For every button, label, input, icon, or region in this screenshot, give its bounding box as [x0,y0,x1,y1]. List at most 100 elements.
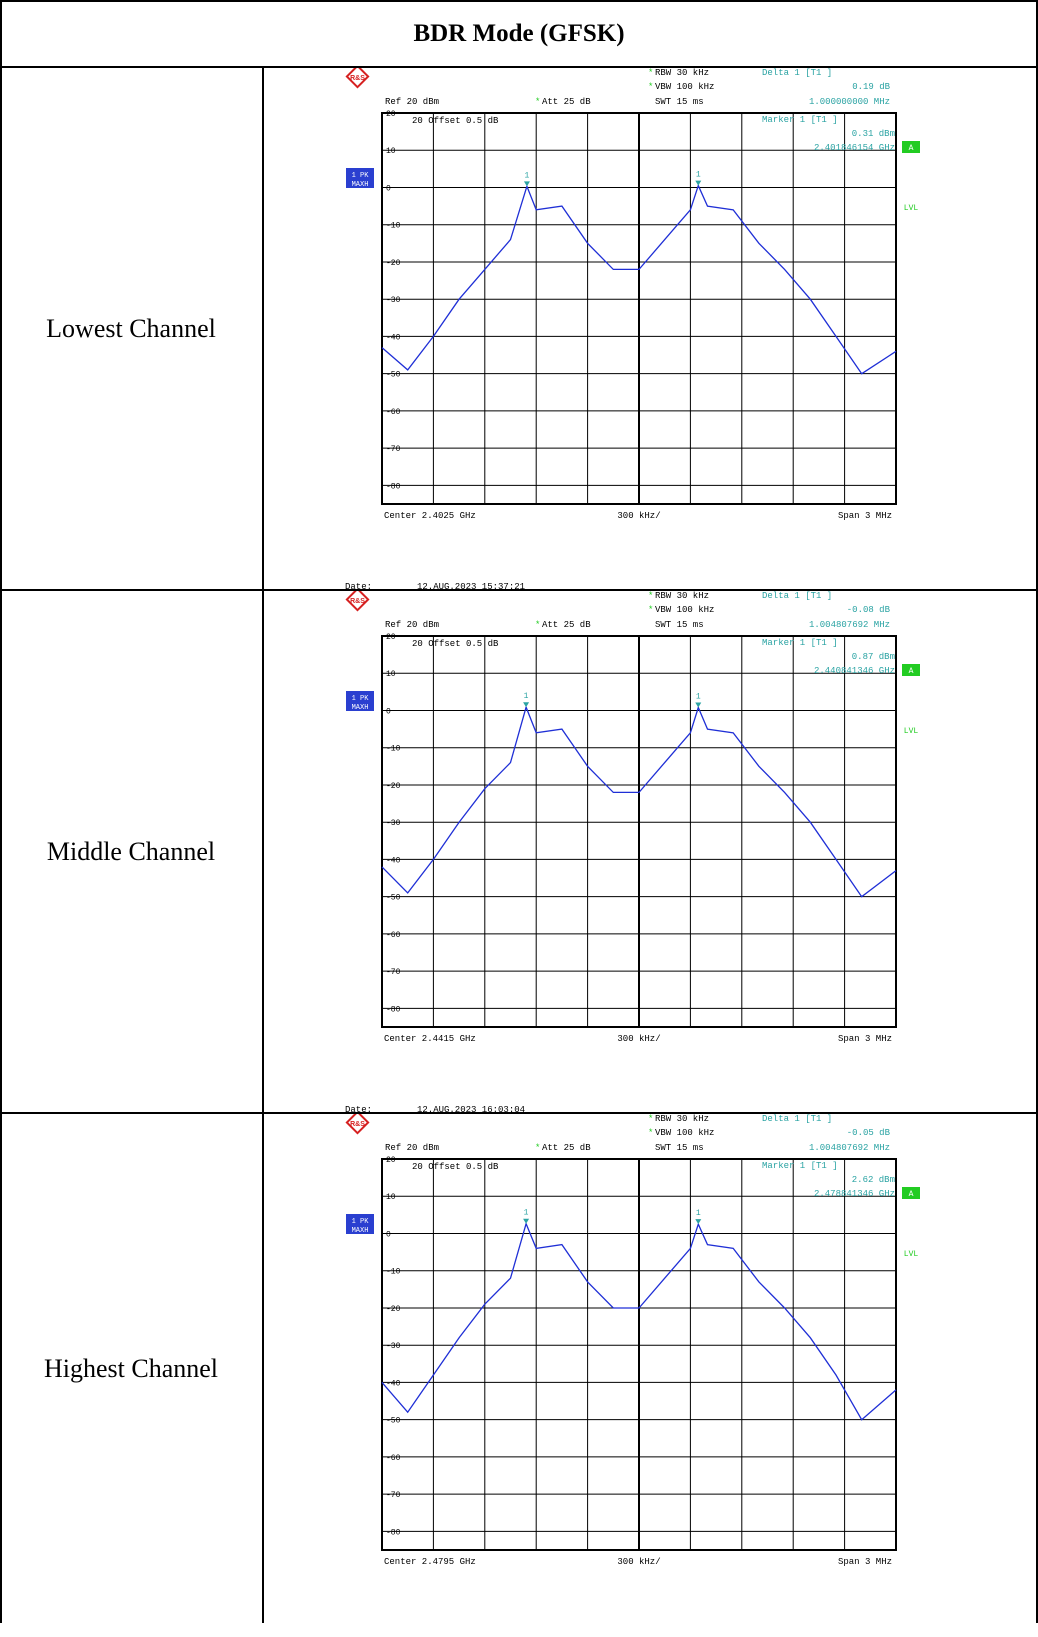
delta-title: Delta 1 [T1 ] [762,591,832,601]
y-tick-label: -10 [386,745,401,754]
marker-number: 1 [696,692,701,701]
y-tick-label: 0 [386,707,391,716]
y-tick-label: 10 [386,147,396,156]
y-tick-label: -50 [386,1417,401,1426]
trace-badge: 1 PK [352,695,370,703]
marker-freq: 2.401846154 GHz [814,143,895,153]
marker-title: Marker 1 [T1 ] [762,1161,838,1171]
marker-dbm: 2.62 dBm [852,1175,895,1185]
mode-badge: MAXH [352,704,369,712]
y-tick-label: -60 [386,931,401,940]
y-tick-label: -30 [386,296,401,305]
date-label: Date: [345,582,372,591]
ref-level: Ref 20 dBm [385,620,439,630]
offset-label: 20 Offset 0.5 dB [412,1162,499,1172]
y-tick-label: 20 [386,1156,396,1165]
y-tick-label: -60 [386,408,401,417]
vbw-setting: VBW 100 kHz [655,605,714,615]
y-tick-label: 0 [386,184,391,193]
y-tick-label: -20 [386,782,401,791]
y-tick-label: -40 [386,856,401,865]
lvl-label: LVL [904,1250,919,1259]
offset-label: 20 Offset 0.5 dB [412,639,499,649]
rbw-star: * [648,591,653,601]
frequency-span: Span 3 MHz [838,1034,892,1044]
vbw-setting: VBW 100 kHz [655,82,714,92]
y-tick-label: -70 [386,445,401,454]
y-tick-label: 20 [386,110,396,119]
center-frequency: Center 2.4795 GHz [384,1557,476,1567]
rbw-setting: RBW 30 kHz [655,68,709,78]
sweep-time: SWT 15 ms [655,1143,704,1153]
marker-dbm: 0.31 dBm [852,129,895,139]
y-tick-label: -40 [386,1379,401,1388]
frequency-span: Span 3 MHz [838,511,892,521]
table-border-top [0,0,1038,2]
delta-db: 0.19 dB [852,82,890,92]
spectrum-trace [381,183,897,375]
table-border-right [1036,0,1038,1623]
marker-title: Marker 1 [T1 ] [762,115,838,125]
date-stamp: 12.AUG.2023 16:03:04 [417,1105,525,1114]
spectrum-plot-lowest: R&S Ref 20 dBm * Att 25 dB * RBW 30 kHz * VBW 1… [345,68,955,591]
delta-db: -0.05 dB [847,1128,891,1138]
mode-badge: MAXH [352,181,369,189]
vbw-star: * [648,605,653,615]
date-label: Date: [345,1105,372,1114]
frequency-span: Span 3 MHz [838,1557,892,1567]
rbw-setting: RBW 30 kHz [655,591,709,601]
marker-freq: 2.440841346 GHz [814,666,895,676]
lvl-label: LVL [904,727,919,736]
marker-number: 1 [524,1209,529,1218]
y-tick-label: -80 [386,1528,401,1537]
rs-logo-icon: R&S [345,591,370,612]
y-tick-label: -50 [386,371,401,380]
y-tick-label: 0 [386,1230,391,1239]
attenuation: Att 25 dB [542,97,591,107]
a-badge-bg [902,1187,920,1199]
table-title: BDR Mode (GFSK) [413,20,625,47]
marker-freq: 2.478841346 GHz [814,1189,895,1199]
marker-triangle [695,702,702,708]
att-star: * [535,1143,540,1153]
attenuation: Att 25 dB [542,620,591,630]
delta-freq: 1.000000000 MHz [809,97,890,107]
marker-triangle [523,702,530,708]
date-stamp: 12.AUG.2023 15:37:21 [417,582,525,591]
rs-logo-text: R&S [350,75,365,82]
vbw-star: * [648,1128,653,1138]
y-tick-label: -70 [386,968,401,977]
row-divider-2 [0,1112,1038,1114]
rs-logo-text: R&S [350,1121,365,1128]
y-tick-label: 20 [386,633,396,642]
trace-badge-bg [346,168,374,188]
center-frequency: Center 2.4415 GHz [384,1034,476,1044]
rs-logo-frame [345,591,370,612]
marker-number: 1 [696,171,701,180]
a-badge: A [909,144,914,153]
rs-logo-frame [345,1114,370,1135]
rbw-star: * [648,68,653,78]
a-badge-bg [902,664,920,676]
offset-label: 20 Offset 0.5 dB [412,116,499,126]
table-border-left [0,0,2,1623]
row-label-lowest: Lowest Channel [46,313,216,343]
center-frequency: Center 2.4025 GHz [384,511,476,521]
y-tick-label: -20 [386,259,401,268]
y-tick-label: -10 [386,1268,401,1277]
marker-triangle [695,1219,702,1225]
delta-freq: 1.004807692 MHz [809,1143,890,1153]
column-divider [262,66,264,1623]
y-tick-label: -20 [386,1305,401,1314]
marker-triangle [523,1218,530,1224]
y-tick-label: -80 [386,482,401,491]
y-tick-label: -50 [386,894,401,903]
y-tick-label: -30 [386,819,401,828]
attenuation: Att 25 dB [542,1143,591,1153]
marker-dbm: 0.87 dBm [852,652,895,662]
att-star: * [535,97,540,107]
delta-title: Delta 1 [T1 ] [762,1114,832,1124]
spectrum-trace [381,1221,897,1421]
